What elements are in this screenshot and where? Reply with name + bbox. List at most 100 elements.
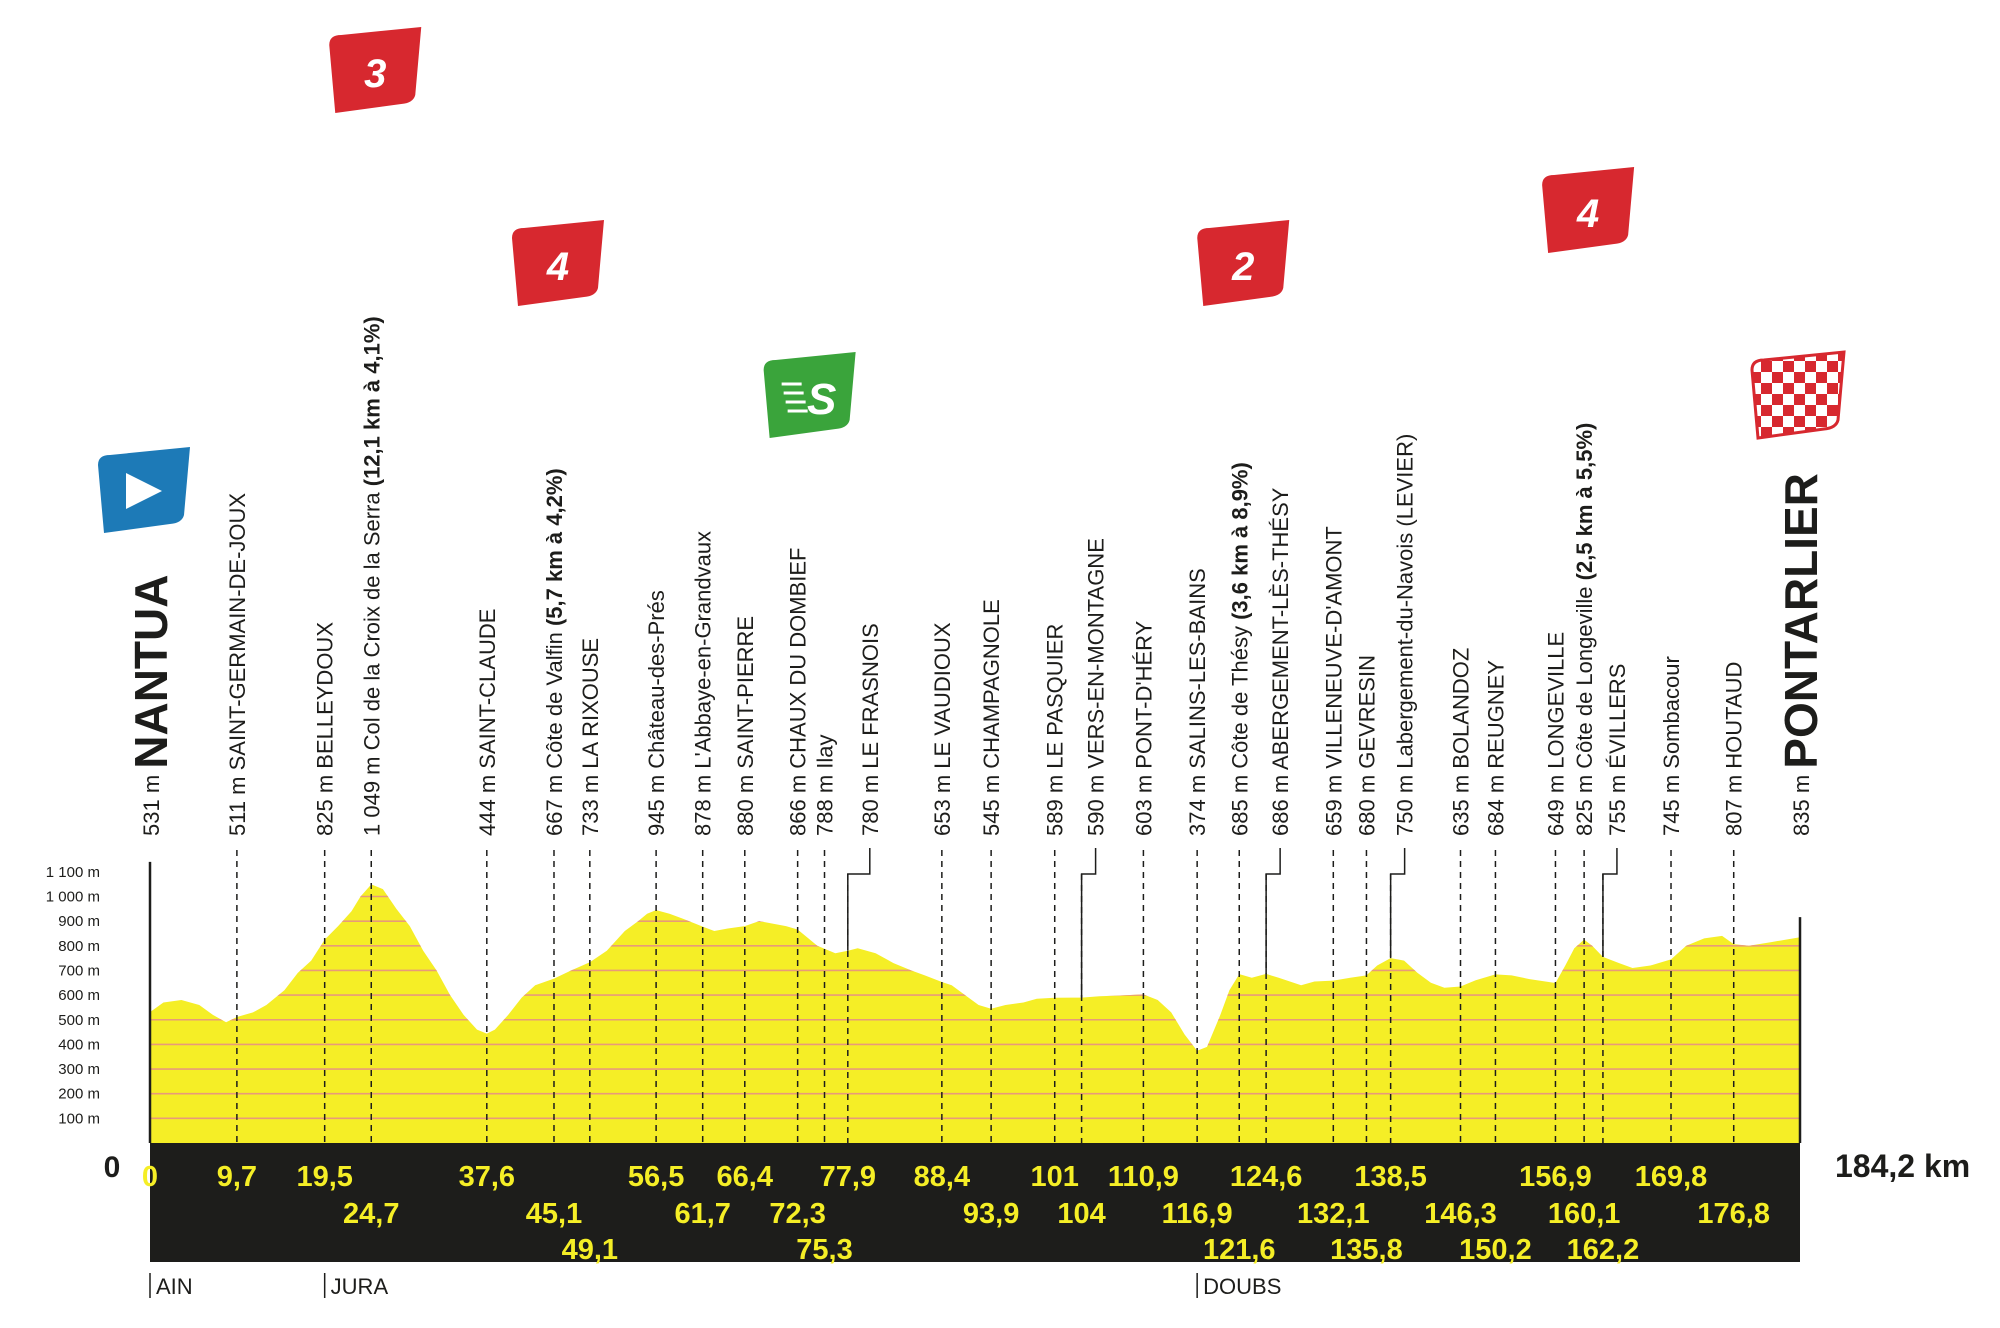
km-label: 116,9	[1162, 1198, 1233, 1230]
checker-square	[1752, 372, 1761, 383]
waypoint-altitude: 680 m	[1354, 769, 1379, 836]
checker-square	[1805, 405, 1816, 416]
km-label: 176,8	[1697, 1198, 1770, 1230]
km-label: 19,5	[296, 1161, 352, 1193]
region-label: DOUBS	[1203, 1274, 1281, 1299]
leader-line	[1602, 848, 1618, 957]
waypoint-name: NANTUA	[125, 575, 177, 769]
waypoint-altitude: 444 m	[475, 769, 500, 836]
checker-square	[1783, 361, 1794, 372]
waypoint-name: BELLEYDOUX	[313, 622, 338, 769]
waypoint-name: Côte de Valfin	[542, 632, 567, 769]
waypoint-label: 603 m PONT-D'HÉRY	[1131, 620, 1156, 836]
climb-category-flag	[329, 27, 422, 113]
checker-square	[1761, 361, 1772, 372]
waypoint-label: 880 m SAINT-PIERRE	[733, 616, 758, 836]
waypoint-name: SAINT-CLAUDE	[475, 609, 500, 769]
total-distance-label: 184,2 km	[1835, 1148, 1970, 1184]
waypoint-label: 653 m LE VAUDIOUX	[930, 622, 955, 836]
y-tick-label: 100 m	[58, 1110, 100, 1127]
km-label: 146,3	[1424, 1198, 1497, 1230]
waypoint-label: 755 m ÉVILLERS	[1605, 664, 1630, 836]
waypoint-label: 878 m L'Abbaye-en-Grandvaux	[691, 531, 716, 836]
waypoint-name: CHAUX DU DOMBIEF	[786, 547, 811, 768]
climb-category-label: 4	[1576, 192, 1599, 236]
checker-square	[1761, 383, 1772, 394]
waypoint-name: Côte de Thésy	[1227, 626, 1252, 769]
climb-category-flag	[1542, 167, 1635, 253]
waypoint-altitude: 667 m	[542, 769, 567, 836]
waypoint-name: L'Abbaye-en-Grandvaux	[691, 531, 716, 769]
climb-category-label: 3	[364, 52, 386, 96]
checker-square	[1816, 352, 1827, 361]
waypoint-label: 511 m SAINT-GERMAIN-DE-JOUX	[225, 493, 250, 836]
finish-flag-border	[1750, 350, 1846, 440]
climb-detail: (12,1 km à 4,1%)	[359, 316, 384, 492]
waypoint-name: Ilay	[813, 734, 838, 768]
waypoint-altitude: 880 m	[733, 769, 758, 836]
leader-line	[1080, 848, 1097, 998]
waypoint-altitude: 653 m	[930, 769, 955, 836]
waypoint-label: 945 m Château-des-Prés	[644, 590, 669, 836]
waypoint-label: 374 m SALINS-LES-BAINS	[1185, 568, 1210, 836]
climb-category-flag	[1197, 220, 1290, 306]
waypoint-altitude: 780 m	[858, 769, 883, 836]
waypoint-label: 590 m VERS-EN-MONTAGNE	[1084, 538, 1109, 836]
waypoint-altitude: 659 m	[1321, 769, 1346, 836]
waypoint-altitude: 945 m	[644, 769, 669, 836]
y-tick-label: 300 m	[58, 1061, 100, 1078]
waypoint-name: Col de la Croix de la Serra	[359, 492, 384, 751]
checker-square	[1827, 383, 1838, 394]
waypoint-label: 545 m CHAMPAGNOLE	[979, 599, 1004, 836]
waypoint-altitude: 825 m	[313, 769, 338, 836]
waypoint-label: 635 m BOLANDOZ	[1449, 648, 1474, 836]
waypoint-altitude: 374 m	[1185, 769, 1210, 836]
checker-square	[1750, 438, 1761, 449]
waypoint-label: 444 m SAINT-CLAUDE	[475, 609, 500, 836]
waypoint-name: Château-des-Prés	[644, 590, 669, 769]
checker-square	[1838, 352, 1844, 361]
checker-square	[1752, 394, 1761, 405]
elevation-profile-area	[150, 884, 1800, 1143]
waypoint-name: ABERGEMENT-LÈS-THÉSY	[1268, 487, 1293, 770]
waypoint-label: 750 m Labergement-du-Navois (LEVIER)	[1393, 434, 1418, 836]
checker-square	[1849, 383, 1860, 394]
climb-detail: (2,5 km à 5,5%)	[1572, 423, 1597, 587]
waypoint-label: 866 m CHAUX DU DOMBIEF	[786, 547, 811, 836]
checker-square	[1827, 405, 1838, 416]
waypoint-altitude: 603 m	[1131, 769, 1156, 836]
waypoint-name: SAINT-GERMAIN-DE-JOUX	[225, 493, 250, 771]
waypoint-altitude: 755 m	[1605, 769, 1630, 836]
waypoint-label: 835 m PONTARLIER	[1775, 473, 1827, 836]
waypoint-label: 745 m Sombacour	[1659, 656, 1684, 836]
waypoint-label: 531 m NANTUA	[125, 575, 177, 836]
checker-square	[1816, 416, 1827, 427]
waypoint-name: LA RIXOUSE	[578, 638, 603, 769]
checker-square	[1805, 361, 1816, 372]
checker-square	[1794, 372, 1805, 383]
checker-square	[1794, 416, 1805, 427]
km-label: 138,5	[1354, 1161, 1427, 1193]
waypoint-altitude: 825 m	[1572, 769, 1597, 836]
km-label: 124,6	[1230, 1161, 1303, 1193]
km-label: 77,9	[820, 1161, 876, 1193]
waypoint-label: 780 m LE FRASNOIS	[858, 623, 883, 836]
waypoint-label: 788 m Ilay	[813, 734, 838, 836]
checker-square	[1794, 438, 1805, 449]
waypoint-name: PONTARLIER	[1775, 473, 1827, 769]
checker-square	[1849, 427, 1860, 438]
checker-square	[1783, 383, 1794, 394]
waypoint-name: Sombacour	[1659, 656, 1684, 769]
waypoint-name: HOUTAUD	[1722, 662, 1747, 769]
distance-band	[150, 1143, 1800, 1262]
checker-square	[1761, 427, 1772, 438]
y-tick-label: 200 m	[58, 1086, 100, 1103]
waypoint-label: 659 m VILLENEUVE-D'AMONT	[1321, 526, 1346, 836]
waypoint-altitude: 649 m	[1543, 769, 1568, 836]
waypoint-label: 680 m GEVRESIN	[1354, 655, 1379, 836]
waypoint-altitude: 531 m	[139, 769, 164, 836]
leader-line	[1389, 848, 1406, 959]
waypoint-altitude: 733 m	[578, 769, 603, 836]
checker-square	[1783, 405, 1794, 416]
y-tick-label: 900 m	[58, 913, 100, 930]
